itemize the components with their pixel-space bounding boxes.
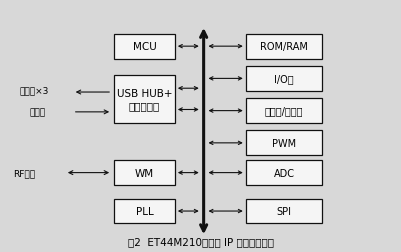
- Text: ADC: ADC: [273, 168, 294, 178]
- Text: WM: WM: [135, 168, 154, 178]
- FancyBboxPatch shape: [246, 199, 322, 224]
- Text: MCU: MCU: [133, 42, 156, 52]
- Text: ROM/RAM: ROM/RAM: [260, 42, 308, 52]
- Text: USB HUB+
嵌入式接口: USB HUB+ 嵌入式接口: [117, 88, 172, 111]
- Text: RF模块: RF模块: [13, 168, 35, 177]
- FancyBboxPatch shape: [246, 35, 322, 59]
- Text: 图2  ET44M210芯片的 IP 模块结构框图: 图2 ET44M210芯片的 IP 模块结构框图: [128, 236, 273, 246]
- FancyBboxPatch shape: [246, 161, 322, 185]
- Text: 下行口×3: 下行口×3: [20, 86, 49, 95]
- FancyBboxPatch shape: [114, 35, 175, 59]
- Text: I/O口: I/O口: [274, 74, 294, 84]
- Text: PWM: PWM: [272, 138, 296, 148]
- Text: 定时器/计数器: 定时器/计数器: [265, 106, 303, 116]
- FancyBboxPatch shape: [114, 199, 175, 224]
- Text: SPI: SPI: [277, 206, 292, 216]
- FancyBboxPatch shape: [246, 67, 322, 91]
- Text: 上行口: 上行口: [30, 108, 46, 117]
- Text: PLL: PLL: [136, 206, 153, 216]
- FancyBboxPatch shape: [246, 131, 322, 156]
- FancyBboxPatch shape: [114, 161, 175, 185]
- FancyBboxPatch shape: [114, 75, 175, 123]
- FancyBboxPatch shape: [246, 99, 322, 123]
